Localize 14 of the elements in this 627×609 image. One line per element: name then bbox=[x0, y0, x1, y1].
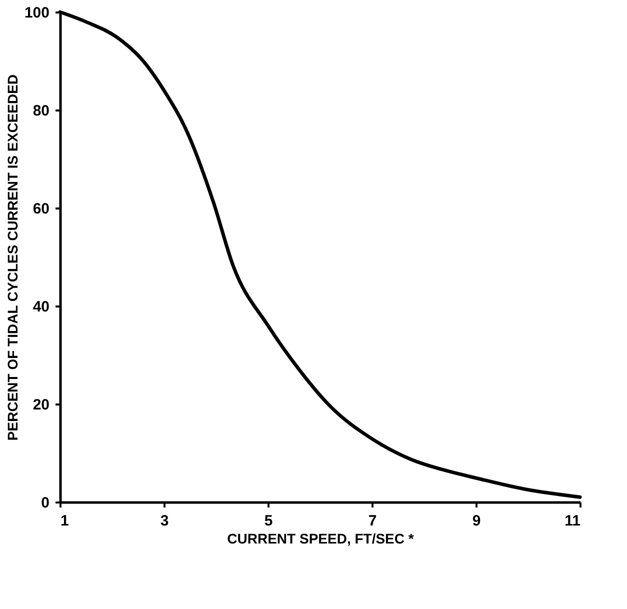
x-tick-label: 11 bbox=[564, 512, 580, 530]
x-tick-label: 5 bbox=[264, 512, 273, 530]
y-tick-label: 0 bbox=[41, 494, 50, 512]
x-tick-label: 7 bbox=[368, 512, 377, 530]
x-tick-label: 9 bbox=[472, 512, 481, 530]
y-tick-label: 20 bbox=[32, 396, 50, 414]
y-axis-title: PERCENT OF TIDAL CYCLES CURRENT IS EXCEEDED bbox=[4, 74, 20, 441]
x-axis-title: CURRENT SPEED, FT/SEC * bbox=[227, 530, 414, 546]
x-tick-label: 3 bbox=[160, 512, 169, 530]
y-tick-label: 100 bbox=[24, 4, 50, 22]
x-tick-label: 1 bbox=[60, 512, 69, 530]
y-tick-label: 80 bbox=[32, 102, 50, 120]
y-tick-label: 40 bbox=[32, 298, 50, 316]
y-tick-label: 60 bbox=[32, 200, 50, 218]
